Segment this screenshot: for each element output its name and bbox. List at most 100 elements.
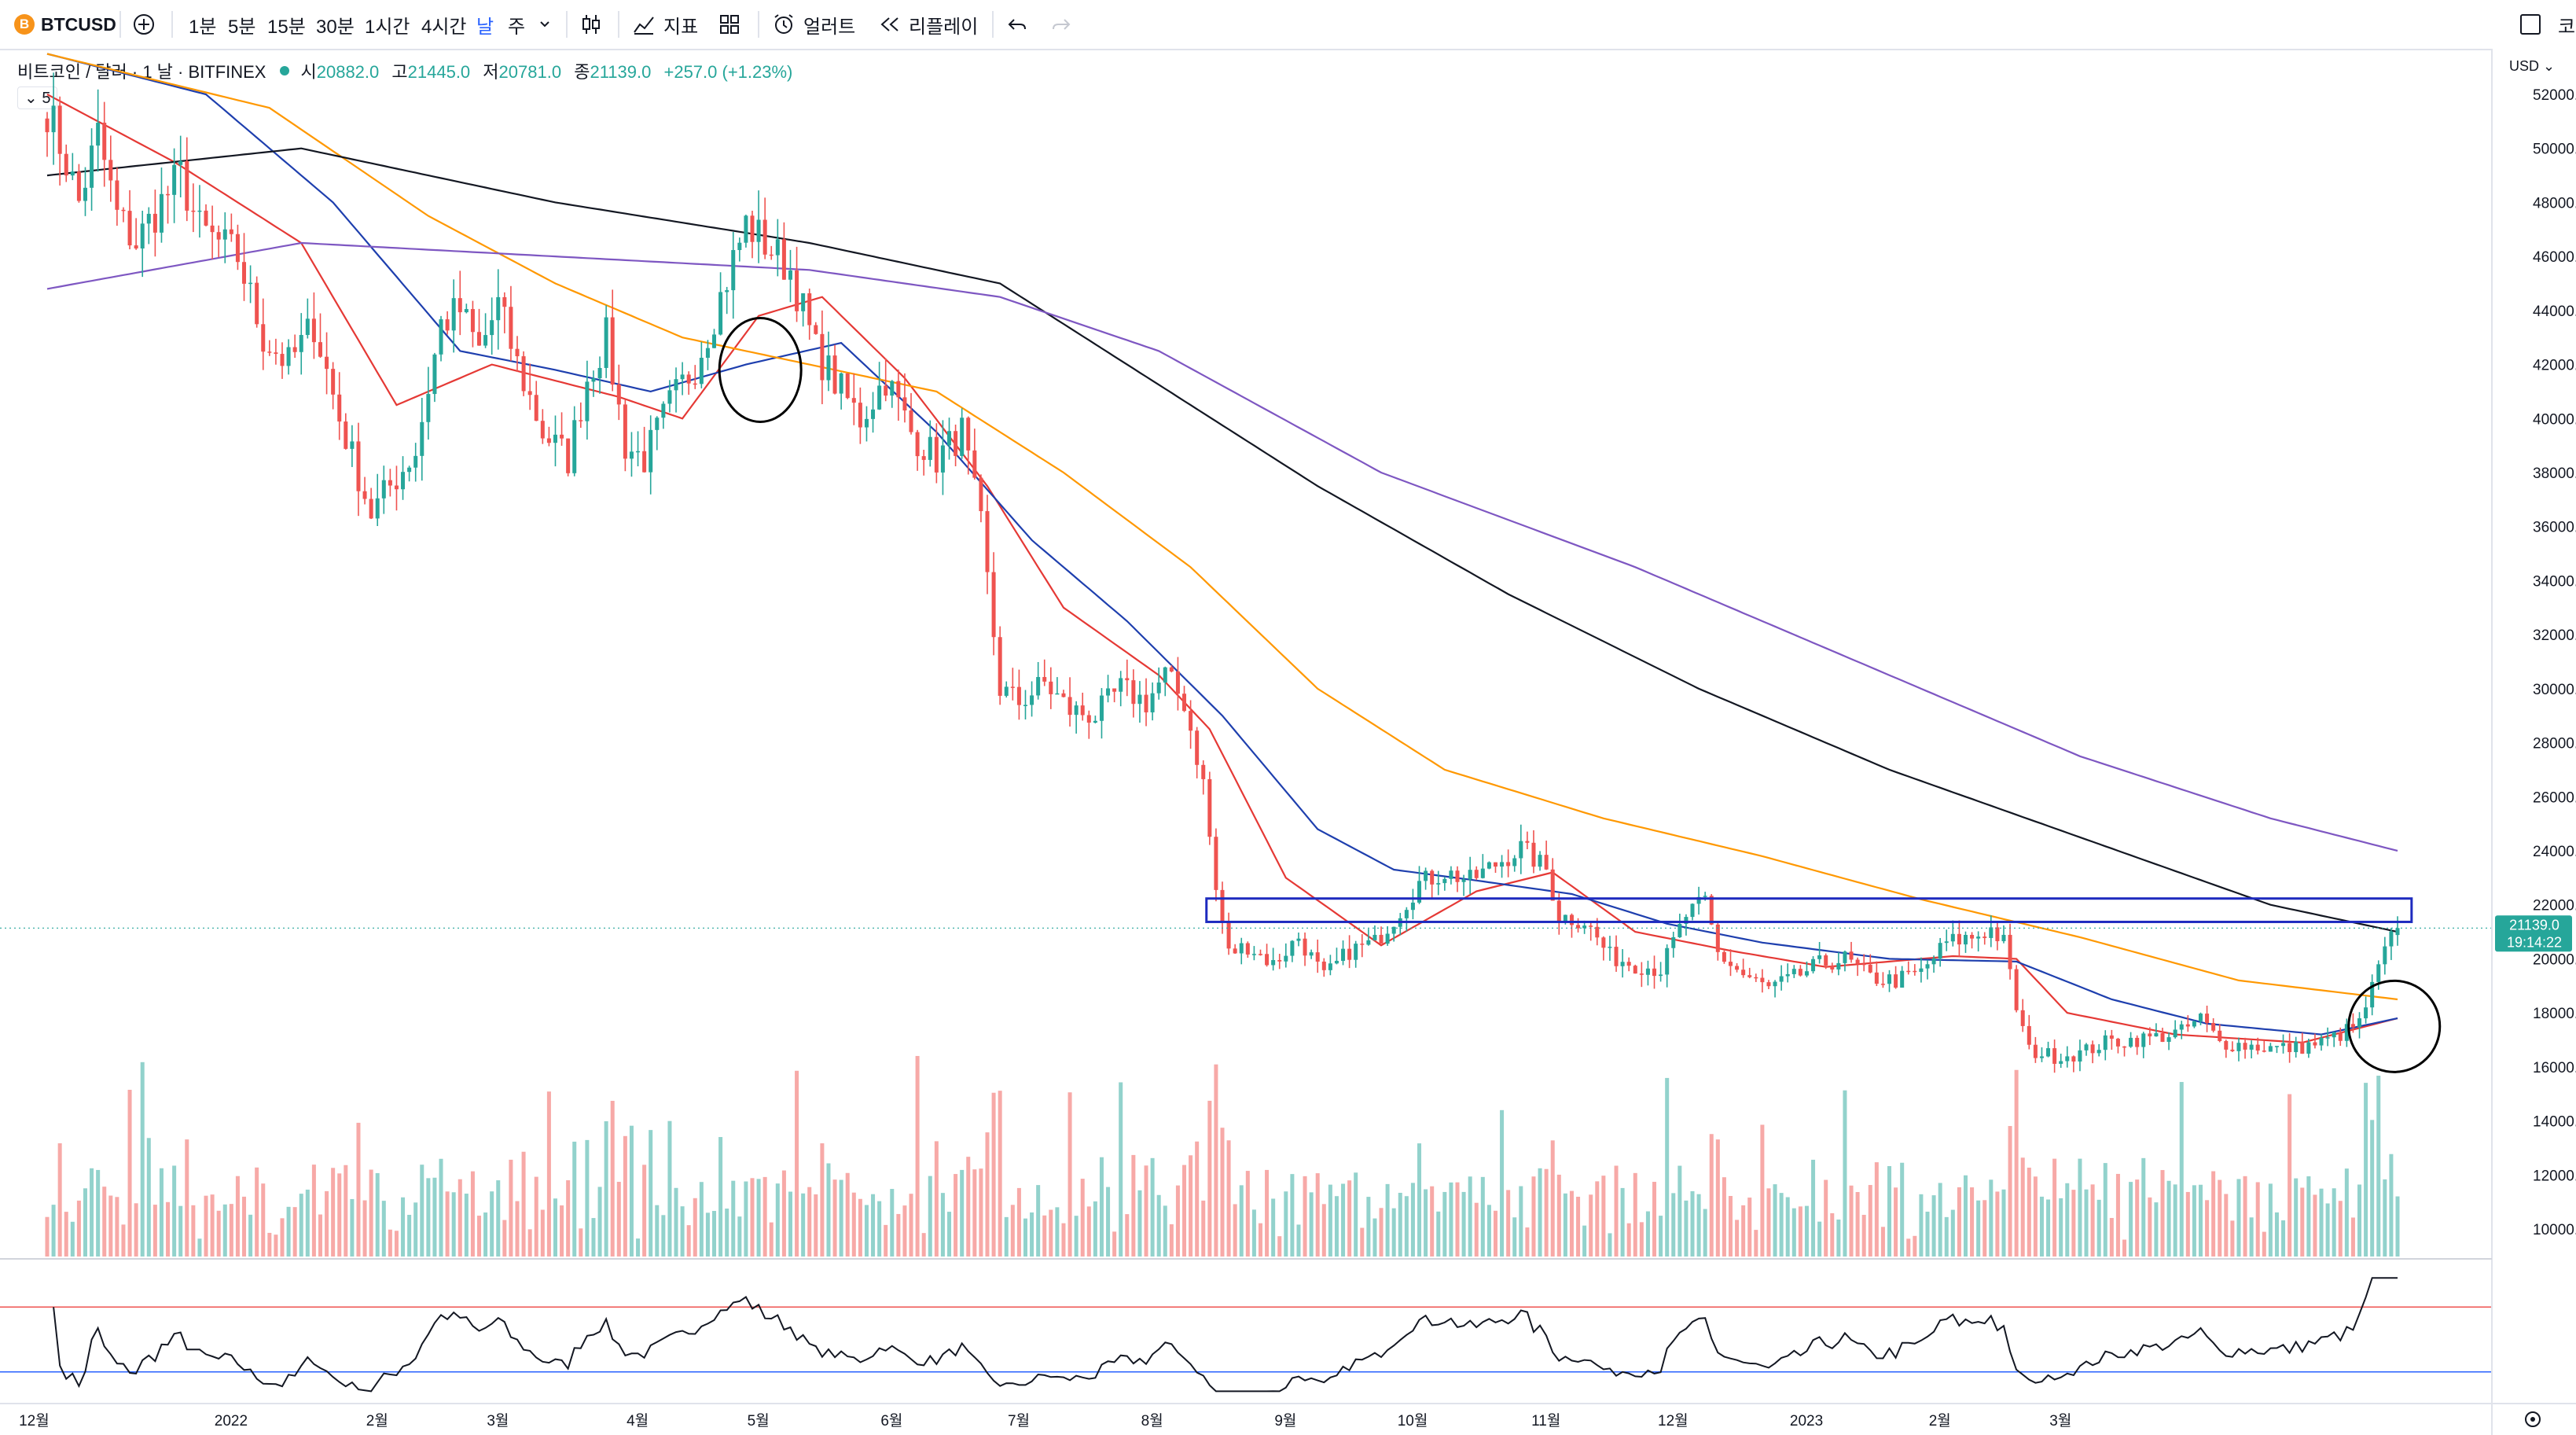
candle-body [337, 394, 342, 422]
interval-1h[interactable]: 1시간 [365, 0, 410, 49]
candle-body [756, 219, 761, 242]
interval-day[interactable]: 날 [476, 0, 494, 49]
volume-bar [1665, 1077, 1670, 1257]
undo-button[interactable] [1006, 0, 1028, 49]
volume-bar [1086, 1206, 1091, 1257]
replay-button[interactable]: 리플레이 [879, 0, 978, 49]
candle-body [832, 355, 837, 394]
price-tick-label: 50000.0 [2533, 142, 2576, 158]
volume-bar [2338, 1201, 2343, 1257]
divider [992, 11, 994, 38]
candle-body [1214, 837, 1218, 890]
volume-bar [1659, 1216, 1663, 1257]
candle-body [2001, 934, 2006, 941]
volume-bar [1645, 1211, 1650, 1257]
replay-label: 리플레이 [909, 16, 979, 38]
candle-body [712, 334, 717, 348]
volume-bar [1360, 1227, 1365, 1257]
price-tick-label: 18000.0 [2533, 1006, 2576, 1022]
candle-body [705, 348, 710, 358]
layout-button[interactable] [718, 0, 740, 49]
indicator-toggle[interactable]: ⌄ 5 [17, 86, 58, 109]
volume-bar [350, 1198, 355, 1257]
symbol-label: BTCUSD [41, 13, 116, 35]
candle-body [464, 309, 469, 313]
candle-body [1023, 705, 1027, 706]
candle-body [1970, 935, 1975, 939]
candle-body [1925, 964, 1930, 969]
volume-bar [1747, 1198, 1752, 1257]
volume-bar [820, 1143, 825, 1257]
candle-body [1626, 962, 1631, 966]
volume-bar [1354, 1172, 1358, 1257]
symbol-search[interactable]: B BTCUSD [14, 0, 116, 49]
right-panel-label[interactable]: 코 [2558, 0, 2575, 49]
volume-bar [1023, 1218, 1027, 1257]
candle-body [1620, 962, 1625, 966]
volume-bar [2389, 1154, 2394, 1257]
volume-bar [1391, 1208, 1396, 1257]
volume-bar [1214, 1064, 1218, 1257]
volume-bar [274, 1234, 278, 1257]
volume-bar [255, 1167, 259, 1257]
volume-bar [1678, 1165, 1682, 1257]
volume-bar [2230, 1220, 2235, 1257]
ma-line [46, 53, 2398, 1036]
volume-bar [1093, 1201, 1097, 1257]
indicators-button[interactable]: 지표 [632, 0, 698, 49]
candle-body [940, 445, 945, 473]
volume-bar [1735, 1220, 1740, 1257]
volume-bar [451, 1192, 456, 1257]
price-tick-label: 24000.0 [2533, 844, 2576, 860]
interval-4h[interactable]: 4시간 [421, 0, 467, 49]
fullscreen-checkbox[interactable] [2520, 0, 2541, 49]
alert-button[interactable]: 얼러트 [772, 0, 855, 49]
candle-body [1334, 960, 1339, 964]
interval-week[interactable]: 주 [508, 0, 525, 49]
time-tick-label: 7월 [1008, 1412, 1030, 1429]
chart-type-button[interactable] [580, 0, 602, 49]
interval-dropdown[interactable] [538, 0, 552, 49]
interval-1m[interactable]: 1분 [189, 0, 216, 49]
candle-body [2306, 1042, 2311, 1054]
redo-button[interactable] [1050, 0, 1072, 49]
low-value: 20781.0 [498, 62, 562, 82]
interval-30m[interactable]: 30분 [316, 0, 355, 49]
interval-5m[interactable]: 5분 [228, 0, 255, 49]
volume-bar [1824, 1179, 1828, 1257]
volume-bar [2344, 1168, 2349, 1257]
volume-bar [166, 1201, 171, 1257]
candle-body [699, 357, 704, 385]
volume-bar [1544, 1168, 1549, 1257]
time-tick-label: 8월 [1141, 1412, 1163, 1429]
volume-bar [1690, 1190, 1695, 1257]
volume-bar [2224, 1194, 2229, 1257]
ma-line [46, 147, 2398, 933]
volume-bar [1773, 1184, 1777, 1257]
candle-body [451, 298, 456, 331]
volume-bar [2160, 1170, 2165, 1257]
candle-body [1277, 959, 1282, 962]
price-tick-label: 30000.0 [2533, 682, 2576, 698]
candle-body [235, 234, 240, 263]
volume-bar [1569, 1190, 1574, 1257]
candle-body [534, 395, 538, 421]
rewind-icon [880, 17, 898, 31]
high-value: 21445.0 [407, 62, 471, 82]
candle-body [102, 123, 107, 160]
volume-bar [972, 1169, 977, 1257]
volume-bar [1874, 1162, 1879, 1257]
volume-bar [1696, 1194, 1701, 1257]
add-symbol-button[interactable] [132, 0, 156, 49]
candle-body [2192, 1021, 2196, 1027]
symbol-title[interactable]: 비트코인 / 달러 · 1 날 · BITFINEX [17, 62, 266, 82]
interval-15m[interactable]: 15분 [267, 0, 306, 49]
candle-body [51, 105, 56, 133]
candle-body [921, 456, 926, 460]
candle-body [966, 418, 971, 451]
volume-bar [1709, 1134, 1714, 1257]
candle-body [1251, 954, 1256, 955]
volume-bar [2141, 1157, 2146, 1257]
volume-bar [858, 1198, 862, 1257]
